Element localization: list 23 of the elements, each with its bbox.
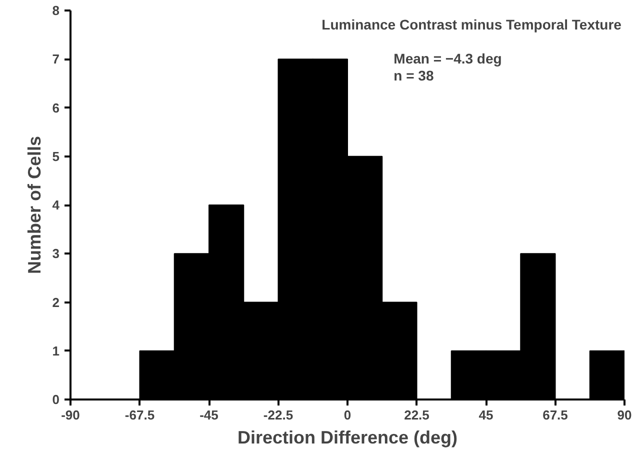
y-tick-label: 5	[52, 148, 60, 164]
y-tick-label: 4	[52, 198, 60, 212]
y-tick-label: 1	[52, 343, 60, 358]
y-tick-label: 7	[52, 52, 60, 67]
x-tick-label: -67.5	[124, 408, 155, 422]
y-axis-title: Number of Cells	[24, 136, 44, 274]
x-tick-label: -90	[61, 408, 80, 422]
x-tick-label: 22.5	[404, 408, 430, 422]
y-tick-label: 6	[52, 100, 60, 116]
x-axis-title: Direction Difference (deg)	[237, 428, 458, 448]
x-tick-label: 45	[478, 408, 494, 422]
x-tick-label: -45	[200, 408, 218, 422]
x-tick-label: 90	[617, 408, 632, 422]
annotation: Mean = −4.3 deg	[394, 50, 502, 66]
y-tick-label: 2	[52, 294, 60, 310]
x-tick-label: 67.5	[542, 408, 568, 422]
y-tick-label: 8	[52, 3, 60, 18]
y-tick-label: 3	[52, 246, 60, 262]
x-tick-label: -22.5	[263, 408, 294, 422]
y-tick-label: 0	[52, 392, 60, 407]
annotation: n = 38	[394, 67, 434, 84]
x-tick-label: 0	[344, 408, 352, 422]
annotation: Luminance Contrast minus Temporal Texture	[322, 16, 622, 32]
